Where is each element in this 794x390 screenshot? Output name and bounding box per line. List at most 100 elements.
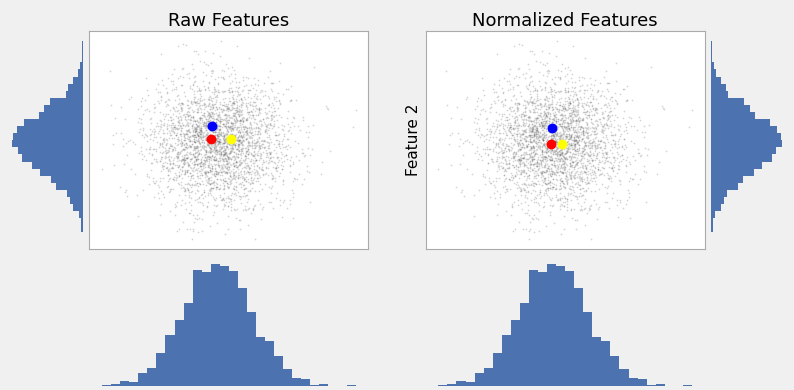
Point (533, 137, 545, 144)
Point (564, 101, 576, 108)
Point (178, 145, 191, 152)
Point (148, 105, 160, 111)
Point (600, 120, 613, 126)
Point (569, 133, 582, 140)
Point (541, 113, 553, 119)
Point (536, 177, 549, 183)
Point (580, 135, 593, 141)
Point (572, 159, 584, 165)
Point (276, 122, 288, 128)
Point (228, 154, 241, 160)
Point (551, 106, 564, 113)
Point (588, 111, 600, 117)
Point (243, 109, 256, 115)
Point (214, 161, 227, 168)
Point (549, 136, 562, 142)
Point (518, 160, 530, 166)
Point (569, 147, 581, 153)
Point (535, 143, 548, 149)
Point (606, 94, 619, 100)
Point (187, 113, 199, 119)
Point (220, 141, 233, 147)
Point (218, 168, 231, 175)
Point (243, 164, 256, 170)
Point (222, 120, 234, 126)
Point (208, 101, 221, 107)
Point (233, 122, 246, 129)
Point (155, 93, 168, 99)
Point (208, 90, 221, 97)
Point (162, 156, 175, 163)
Point (275, 114, 287, 120)
Point (208, 137, 221, 144)
Point (558, 105, 571, 111)
Point (179, 93, 191, 99)
Point (509, 226, 522, 232)
Point (252, 125, 264, 131)
Point (245, 150, 257, 156)
Point (210, 148, 223, 154)
Point (503, 176, 515, 182)
Point (543, 193, 556, 200)
Point (164, 161, 176, 167)
Point (173, 119, 186, 125)
Point (216, 196, 229, 202)
Point (542, 104, 554, 110)
Point (242, 151, 255, 158)
Point (252, 144, 265, 151)
Point (566, 150, 579, 156)
Point (233, 118, 245, 124)
Point (210, 184, 222, 190)
Point (254, 89, 267, 95)
Point (204, 181, 217, 188)
Point (564, 175, 576, 181)
Point (145, 120, 157, 126)
Point (531, 131, 544, 137)
Point (445, 115, 458, 121)
Point (167, 122, 179, 128)
Point (547, 132, 560, 138)
Point (206, 147, 219, 153)
Point (573, 157, 586, 163)
Point (504, 106, 517, 112)
Point (236, 107, 249, 113)
Point (253, 117, 266, 123)
Point (572, 175, 585, 181)
Point (540, 126, 553, 132)
Bar (638, 379, 646, 386)
Point (518, 194, 531, 200)
Point (219, 178, 232, 184)
Point (199, 170, 212, 176)
Point (177, 188, 190, 194)
Point (584, 132, 596, 138)
Point (214, 131, 226, 137)
Point (286, 119, 299, 125)
Point (598, 145, 611, 151)
Point (187, 114, 199, 121)
Point (181, 152, 194, 159)
Point (581, 139, 594, 145)
Point (170, 132, 183, 138)
Bar (457, 381, 465, 386)
Point (241, 116, 253, 122)
Point (527, 170, 540, 176)
Point (232, 144, 245, 150)
Point (545, 96, 558, 103)
Point (189, 129, 202, 135)
Point (260, 149, 273, 156)
Point (507, 93, 519, 99)
Point (202, 61, 214, 67)
Point (164, 124, 177, 130)
Point (217, 158, 229, 164)
Point (235, 101, 248, 108)
Point (189, 139, 202, 145)
Point (572, 138, 584, 144)
Point (499, 166, 511, 172)
Point (223, 155, 236, 161)
Point (521, 165, 534, 172)
Point (181, 155, 194, 161)
Point (174, 131, 187, 138)
Point (168, 154, 181, 161)
Point (547, 151, 560, 157)
Point (596, 109, 608, 115)
